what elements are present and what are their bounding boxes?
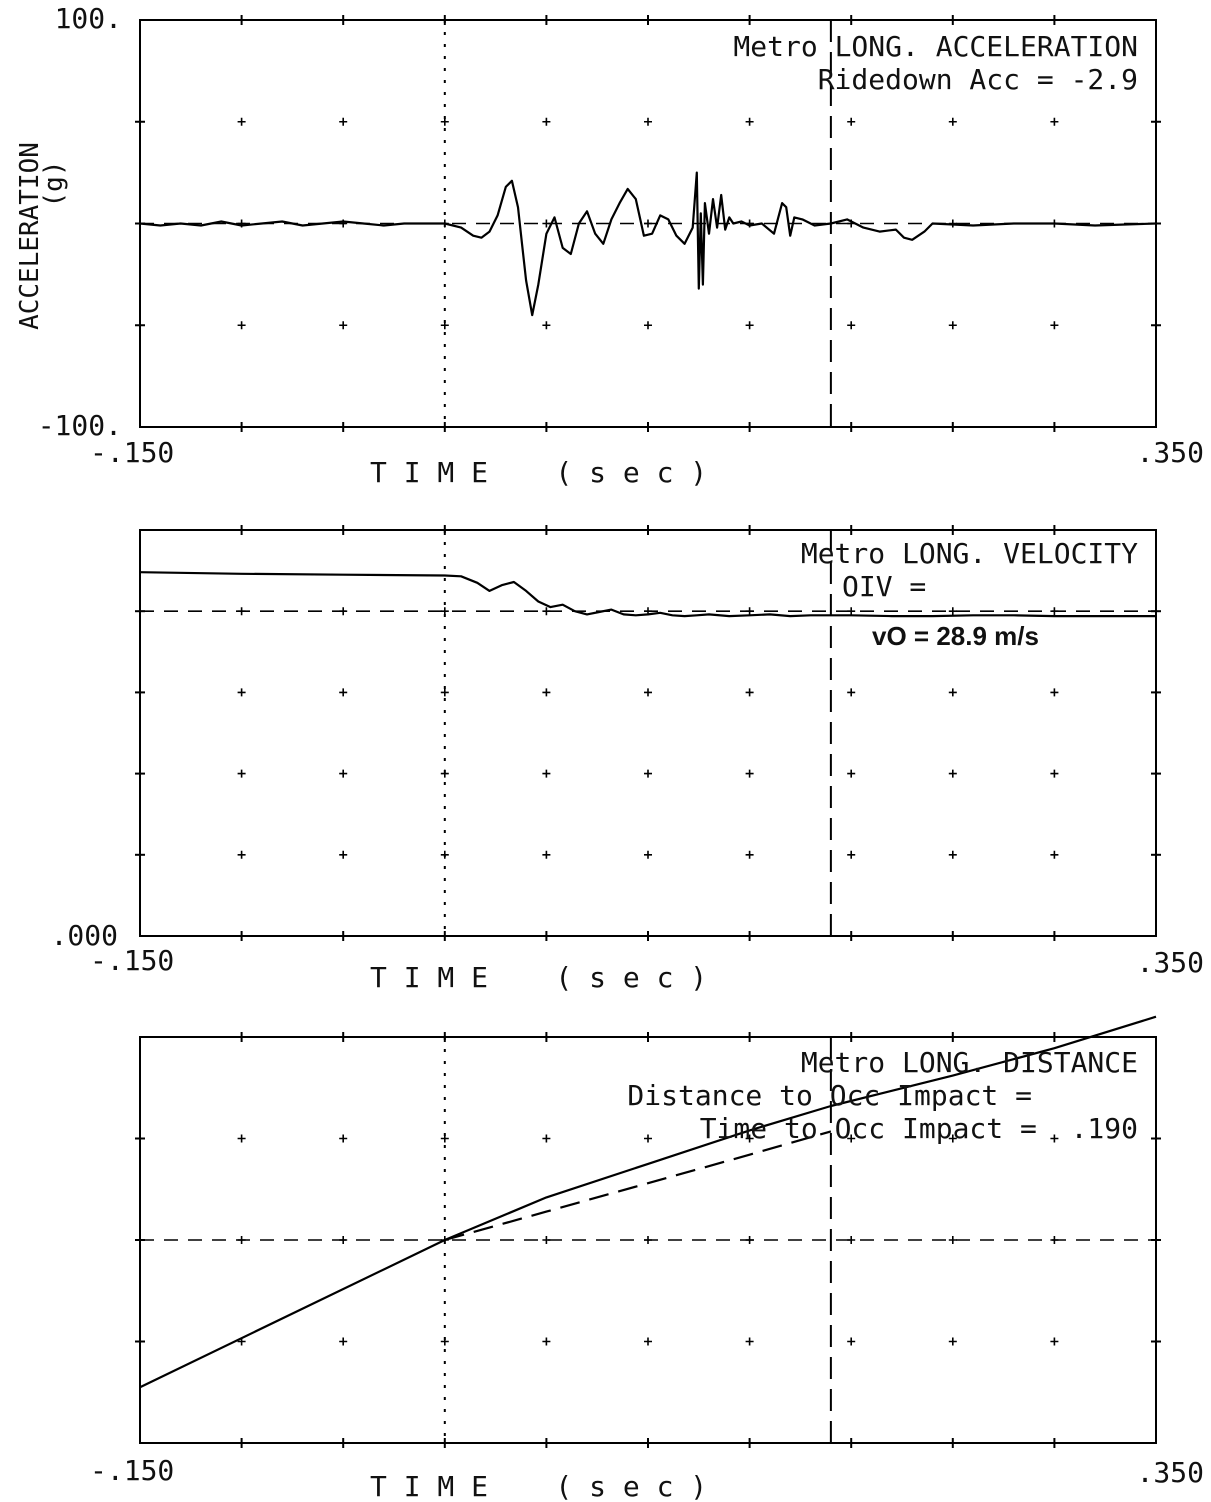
grid-cross [237,769,246,778]
series-lines [139,1015,1157,1389]
occupant-series-line [444,1130,832,1242]
grid-cross [847,850,856,859]
grid-cross [948,321,957,330]
chart-title: Metro LONG. DISTANCE [801,1046,1138,1079]
chart-subtitle: OIV = [842,570,926,603]
acceleration-panel: Metro LONG. ACCELERATION Ridedown Acc = … [15,2,1204,489]
grid-cross [1050,769,1059,778]
grid-cross [847,117,856,126]
series-lines [139,571,1156,618]
grid-cross [644,769,652,778]
grid-cross [745,117,754,126]
x-axis-label: T I M E ( s e c ) [370,1470,707,1502]
grid-cross [339,1134,348,1143]
y-axis-unit: (g) [39,161,69,208]
grid-cross [847,688,856,697]
grid-cross [542,1134,551,1143]
chart-subtitle: Ridedown Acc = -2.9 [818,63,1138,96]
grid-cross [948,607,957,616]
grid-cross [644,117,652,126]
grid-cross [339,688,348,697]
grid-cross [339,1337,348,1346]
grid-cross [542,1337,551,1346]
vehicle-series-line [139,1015,1157,1389]
x-tick-label-left: -.150 [90,944,174,977]
grid-cross [1050,1134,1059,1143]
grid-cross [948,769,957,778]
x-axis-label: T I M E ( s e c ) [370,456,707,489]
grid-cross [440,688,449,697]
grid-cross [237,321,246,330]
grid-cross [847,1134,856,1143]
grid-cross [237,688,246,697]
grid-cross [745,1134,754,1143]
grid-cross [339,769,348,778]
grid-cross [745,850,754,859]
grid-cross [339,321,348,330]
marker-lines [443,530,832,936]
marker-lines [443,1037,832,1443]
y-tick-label-bottom: .000 [51,919,118,952]
grid-cross [440,607,449,616]
grid-cross [948,1134,957,1143]
x-tick-label-left: -.150 [90,1454,174,1487]
axis-ticks [135,525,1161,941]
grid-cross [542,117,551,126]
grid-cross [948,850,957,859]
grid-cross [745,321,754,330]
y-axis-label: ACCELERATION [15,142,45,330]
grid-cross [644,1134,652,1143]
grid-cross [1050,688,1059,697]
distance-panel: Metro LONG. DISTANCE Distance to Occ Imp… [90,1015,1204,1502]
grid-cross [542,850,551,859]
grid-cross [237,117,246,126]
grid-cross [644,688,652,697]
grid-cross [644,321,652,330]
grid-cross [542,321,551,330]
grid-cross [847,1337,856,1346]
grid-cross [745,1337,754,1346]
impact-velocity-annotation: vO = 28.9 m/s [872,621,1039,651]
grid-cross [440,117,449,126]
grid-cross [542,769,551,778]
chart-subtitle: Distance to Occ Impact = [627,1079,1032,1112]
grid-cross [542,688,551,697]
grid-cross [644,850,652,859]
grid-cross [1050,117,1059,126]
x-axis-label: T I M E ( s e c ) [370,961,707,994]
grid-cross [339,117,348,126]
grid-cross [847,769,856,778]
grid-cross [948,1236,957,1244]
x-tick-label-left: -.150 [90,436,174,469]
chart-annotation: Time to Occ Impact = .190 [700,1112,1138,1145]
chart-title: Metro LONG. VELOCITY [801,537,1138,570]
grid-cross [948,688,957,697]
grid-cross [1050,850,1059,859]
plot-frame [139,529,1157,937]
grid-cross [644,1337,652,1346]
grid-cross [237,850,246,859]
x-tick-label-right: .350 [1137,946,1204,979]
x-tick-label-right: .350 [1137,1456,1204,1489]
grid-cross [745,688,754,697]
y-tick-label-bottom: -100. [38,409,122,442]
grid-cross [339,850,348,859]
x-tick-label-right: .350 [1137,436,1204,469]
grid-cross [1050,321,1059,330]
y-tick-label-top: 100. [55,2,122,35]
grid-cross [948,1337,957,1346]
grid-cross [745,769,754,778]
grid-cross [1050,1337,1059,1346]
series-line [139,571,1156,618]
grid-cross [237,1134,246,1143]
grid-cross [847,321,856,330]
velocity-panel: Metro LONG. VELOCITY OIV = vO = 28.9 m/s… [51,525,1204,994]
series-lines [139,171,1157,317]
chart-title: Metro LONG. ACCELERATION [733,30,1138,63]
grid-cross [948,117,957,126]
series-line [139,171,1157,317]
